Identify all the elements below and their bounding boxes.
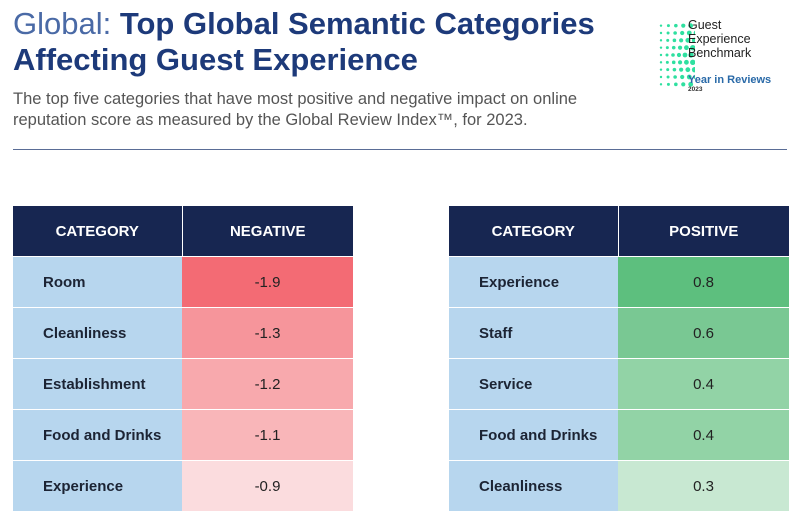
logo-line2: Experience — [688, 32, 751, 46]
category-cell: Cleanliness — [13, 307, 182, 359]
category-cell: Experience — [13, 460, 182, 511]
header-row: CATEGORY POSITIVE — [449, 206, 789, 257]
table-row: Cleanliness 0.3 — [449, 460, 789, 511]
category-cell: Establishment — [13, 358, 182, 410]
value-cell: 0.4 — [618, 358, 789, 410]
category-cell: Service — [449, 358, 618, 410]
title-text: Top Global Semantic Categories Affecting… — [13, 6, 595, 77]
category-cell: Room — [13, 256, 182, 308]
category-cell: Food and Drinks — [13, 409, 182, 461]
value-cell: -1.9 — [182, 256, 353, 308]
table-row: Service 0.4 — [449, 358, 789, 410]
category-cell: Experience — [449, 256, 618, 308]
table-row: Room -1.9 — [13, 256, 353, 308]
category-cell: Staff — [449, 307, 618, 359]
table-row: Food and Drinks -1.1 — [13, 409, 353, 461]
negative-table: CATEGORY NEGATIVE Room -1.9 Cleanliness -1.3 E… — [13, 206, 353, 511]
table-row: Cleanliness -1.3 — [13, 307, 353, 359]
value-cell: -1.2 — [182, 358, 353, 410]
logo-year: 2023 — [688, 86, 703, 93]
table-row: Experience -0.9 — [13, 460, 353, 511]
category-cell: Food and Drinks — [449, 409, 618, 461]
logo-line3: Benchmark — [688, 46, 752, 60]
table-row: Establishment -1.2 — [13, 358, 353, 410]
table-row: Food and Drinks 0.4 — [449, 409, 789, 461]
value-cell: -1.3 — [182, 307, 353, 359]
divider — [13, 149, 787, 150]
column-header: POSITIVE — [618, 206, 789, 257]
category-cell: Cleanliness — [449, 460, 618, 511]
logo-line1: Guest — [688, 18, 722, 32]
table-row: Staff 0.6 — [449, 307, 789, 359]
value-cell: -1.1 — [182, 409, 353, 461]
column-header: NEGATIVE — [182, 206, 353, 257]
subtitle: The top five categories that have most p… — [13, 90, 578, 129]
value-cell: -0.9 — [182, 460, 353, 511]
value-cell: 0.4 — [618, 409, 789, 461]
header-row: CATEGORY NEGATIVE — [13, 206, 353, 257]
logo: Guest Experience Benchmark Year in Reviews… — [655, 14, 795, 94]
table-row: Experience 0.8 — [449, 256, 789, 308]
title-prefix: Global: — [13, 6, 112, 41]
value-cell: 0.8 — [618, 256, 789, 308]
value-cell: 0.3 — [618, 460, 789, 511]
column-header: CATEGORY — [449, 206, 619, 257]
logo-tagline: Year in Reviews — [688, 74, 772, 86]
page-title: Global: Top Global Semantic Categories A… — [13, 6, 633, 78]
column-header: CATEGORY — [13, 206, 183, 257]
dot-globe-icon — [659, 23, 695, 87]
positive-table: CATEGORY POSITIVE Experience 0.8 Staff 0.6 Ser… — [449, 206, 789, 511]
value-cell: 0.6 — [618, 307, 789, 359]
